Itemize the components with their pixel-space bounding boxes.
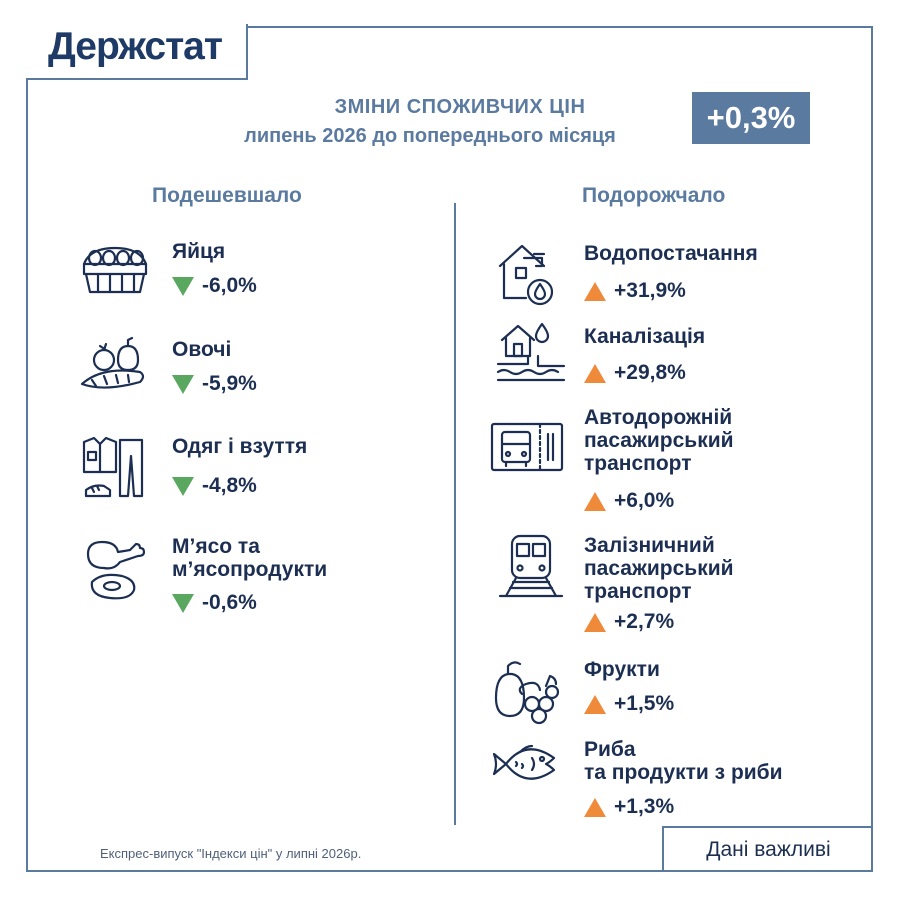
water-supply-icon: [494, 236, 568, 310]
total-change-badge: +0,3%: [692, 92, 810, 144]
item-name-clothes: Одяг і взуття: [172, 435, 308, 458]
increase-triangle-icon: [584, 797, 606, 817]
cheaper-heading: Подешевшало: [152, 184, 302, 207]
item-name-eggs: Яйця: [172, 240, 226, 263]
item-value-fruits: +1,5%: [584, 692, 674, 716]
item-value-fish: +1,3%: [584, 795, 674, 819]
logo-box: [26, 24, 248, 80]
item-value-clothes: -4,8%: [172, 474, 257, 498]
item-name-fish: Риба та продукти з риби: [584, 738, 783, 784]
tagline: Дані важливі: [706, 838, 831, 861]
item-name-sewerage: Каналізація: [584, 325, 706, 348]
item-name-meat: М’ясо та м’ясопродукти: [172, 535, 328, 581]
egg-carton-icon: [78, 236, 152, 310]
increase-triangle-icon: [584, 694, 606, 714]
page-frame: [26, 26, 873, 872]
item-value-water-supply: +31,9%: [584, 279, 686, 303]
meat-icon: [78, 532, 152, 606]
decrease-triangle-icon: [172, 276, 194, 296]
decrease-triangle-icon: [172, 476, 194, 496]
train-icon: [494, 530, 568, 604]
item-value-rail-transport: +2,7%: [584, 610, 674, 634]
increase-triangle-icon: [584, 281, 606, 301]
tagline-box: Дані важливі: [662, 826, 873, 872]
source-note: Експрес-випуск "Індекси цін" у липні 202…: [100, 846, 362, 861]
sewerage-icon: [494, 318, 568, 392]
decrease-triangle-icon: [172, 374, 194, 394]
fruits-icon: [490, 654, 564, 728]
item-value-meat: -0,6%: [172, 591, 257, 615]
item-value-sewerage: +29,8%: [584, 361, 686, 385]
item-value-road-transport: +6,0%: [584, 489, 674, 513]
increase-triangle-icon: [584, 612, 606, 632]
item-name-road-transport: Автодорожній пасажирський транспорт: [584, 406, 734, 475]
item-name-rail-transport: Залізничний пасажирський транспорт: [584, 534, 734, 603]
bus-ticket-icon: [490, 410, 564, 484]
column-divider: [454, 203, 456, 825]
item-value-vegetables: -5,9%: [172, 372, 257, 396]
increase-triangle-icon: [584, 491, 606, 511]
vegetables-icon: [78, 330, 152, 404]
item-name-vegetables: Овочі: [172, 338, 232, 361]
item-value-eggs: -6,0%: [172, 274, 257, 298]
item-name-fruits: Фрукти: [584, 658, 660, 681]
logo: Держстат: [48, 25, 223, 68]
decrease-triangle-icon: [172, 593, 194, 613]
increase-triangle-icon: [584, 363, 606, 383]
fish-icon: [490, 726, 564, 800]
clothes-shoes-icon: [78, 430, 152, 504]
pricier-heading: Подорожчало: [582, 184, 726, 207]
item-name-water-supply: Водопостачання: [584, 242, 758, 265]
page-subtitle: липень 2026 до попереднього місяця: [244, 125, 616, 147]
page-title: ЗМІНИ СПОЖИВЧИХ ЦІН: [334, 96, 586, 118]
